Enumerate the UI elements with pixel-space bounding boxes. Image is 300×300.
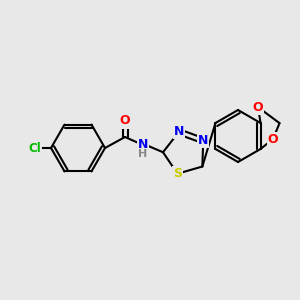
Text: O: O	[120, 115, 130, 128]
Text: N: N	[138, 139, 148, 152]
Text: S: S	[173, 167, 182, 180]
Text: N: N	[174, 125, 184, 138]
Text: H: H	[138, 149, 148, 159]
Text: N: N	[198, 134, 208, 147]
Text: Cl: Cl	[28, 142, 41, 154]
Text: O: O	[253, 101, 263, 114]
Text: O: O	[268, 133, 278, 146]
